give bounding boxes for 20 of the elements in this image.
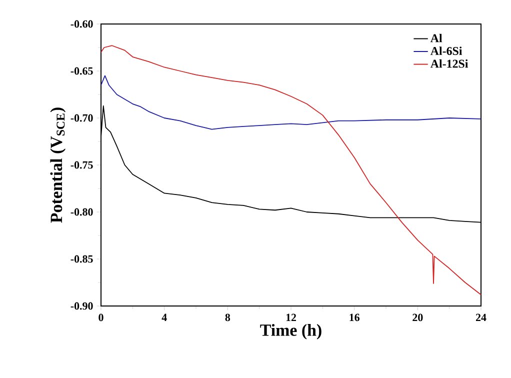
y-tick-label: -0.90: [70, 302, 93, 310]
x-tick-label: 8: [225, 314, 230, 322]
y-tick-label: -0.80: [70, 208, 93, 216]
x-tick-label: 24: [476, 314, 486, 322]
y-tick-label: -0.60: [70, 20, 93, 28]
x-tick-label: 4: [162, 314, 167, 321]
x-tick-label: 16: [350, 314, 360, 322]
x-axis-title: Time (h): [260, 324, 322, 340]
y-tick-label: -0.75: [70, 161, 93, 169]
y-tick-label: -0.65: [70, 67, 93, 75]
legend-label: Al-12Si: [430, 59, 468, 68]
x-tick-label: 12: [286, 314, 296, 322]
y-axis-title: Potential (V$_{SCE}$): [50, 108, 66, 223]
y-tick-label: -0.70: [70, 114, 93, 122]
y-tick-label: -0.85: [70, 255, 93, 263]
x-tick-label: 0: [98, 314, 104, 322]
x-tick-label: 20: [412, 314, 423, 322]
legend-label: Al-6Si: [430, 46, 462, 56]
legend-label: Al: [430, 34, 442, 42]
line-series: [101, 45, 482, 296]
